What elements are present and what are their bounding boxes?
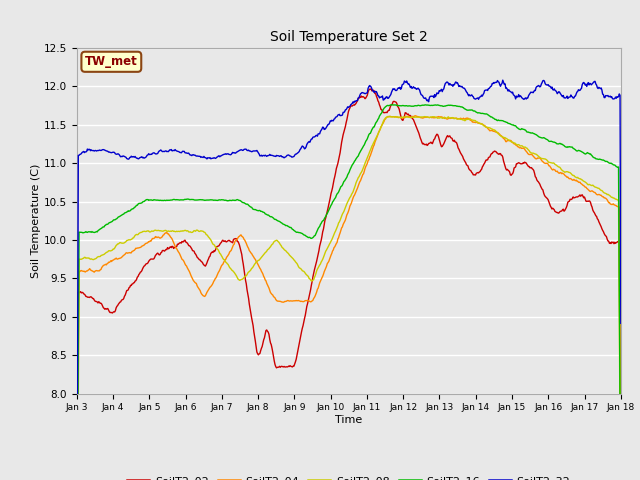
Y-axis label: Soil Temperature (C): Soil Temperature (C) <box>31 164 41 278</box>
Text: TW_met: TW_met <box>85 55 138 68</box>
Legend: SoilT2_02, SoilT2_04, SoilT2_08, SoilT2_16, SoilT2_32: SoilT2_02, SoilT2_04, SoilT2_08, SoilT2_… <box>123 472 575 480</box>
Title: Soil Temperature Set 2: Soil Temperature Set 2 <box>270 30 428 44</box>
X-axis label: Time: Time <box>335 415 362 425</box>
